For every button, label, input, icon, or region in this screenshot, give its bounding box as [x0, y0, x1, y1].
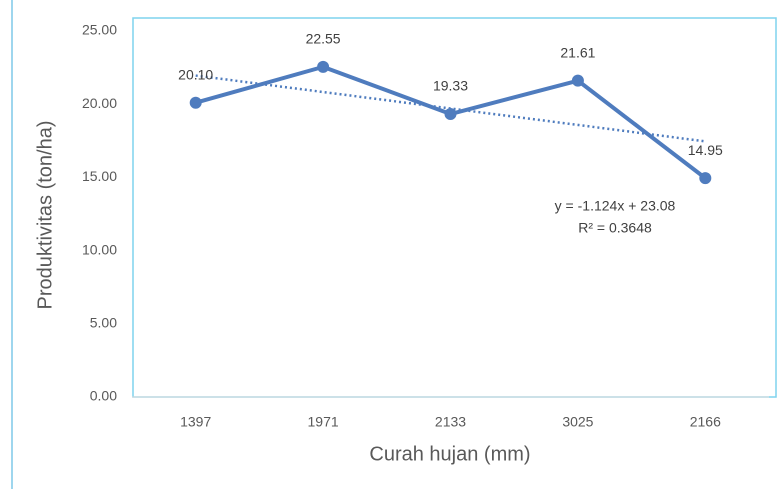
x-tick-label: 1971	[308, 414, 339, 430]
y-axis-title: Produktivitas (ton/ha)	[34, 121, 56, 310]
data-label: 14.95	[688, 142, 723, 158]
x-axis-title: Curah hujan (mm)	[369, 443, 530, 465]
data-point	[699, 172, 712, 185]
y-tick-label: 0.00	[90, 388, 117, 404]
data-label: 20.10	[178, 66, 213, 82]
x-tick-label: 2133	[435, 414, 466, 430]
data-point	[444, 108, 457, 121]
data-label: 19.33	[433, 78, 468, 94]
data-point	[317, 60, 330, 73]
data-label: 22.55	[306, 31, 341, 47]
x-tick-label: 1397	[180, 414, 211, 430]
data-label: 21.61	[560, 44, 595, 60]
data-point	[571, 74, 584, 87]
y-tick-label: 20.00	[82, 95, 117, 111]
y-tick-label: 25.00	[82, 22, 117, 38]
trendline-equation: y = -1.124x + 23.08	[555, 198, 676, 214]
data-point	[189, 96, 202, 109]
x-tick-label: 2166	[690, 414, 721, 430]
plot-area	[132, 17, 777, 398]
chart-frame	[11, 0, 13, 489]
x-tick-label: 3025	[562, 414, 593, 430]
y-tick-label: 10.00	[82, 241, 117, 257]
y-tick-label: 15.00	[82, 168, 117, 184]
trendline-r2: R² = 0.3648	[578, 220, 652, 236]
y-tick-label: 5.00	[90, 315, 117, 331]
